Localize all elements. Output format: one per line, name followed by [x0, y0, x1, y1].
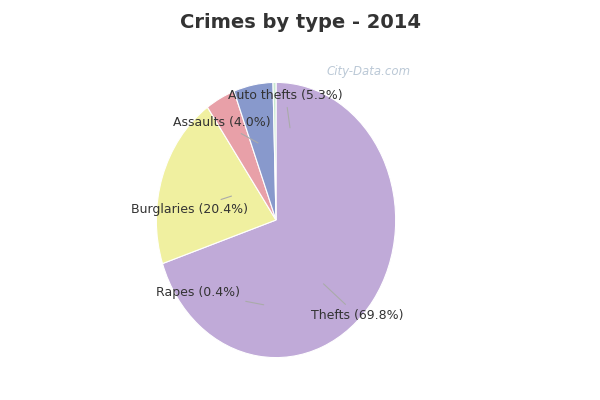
Wedge shape	[273, 82, 276, 220]
Text: Thefts (69.8%): Thefts (69.8%)	[311, 284, 404, 322]
Text: Crimes by type - 2014: Crimes by type - 2014	[179, 14, 421, 32]
Wedge shape	[234, 82, 276, 220]
Text: City-Data.com: City-Data.com	[326, 65, 410, 78]
Text: Assaults (4.0%): Assaults (4.0%)	[173, 116, 271, 143]
Text: Auto thefts (5.3%): Auto thefts (5.3%)	[228, 89, 343, 128]
Wedge shape	[208, 91, 276, 220]
Wedge shape	[163, 82, 395, 358]
Text: Rapes (0.4%): Rapes (0.4%)	[156, 286, 264, 305]
Wedge shape	[157, 107, 276, 264]
Text: Burglaries (20.4%): Burglaries (20.4%)	[131, 196, 248, 216]
